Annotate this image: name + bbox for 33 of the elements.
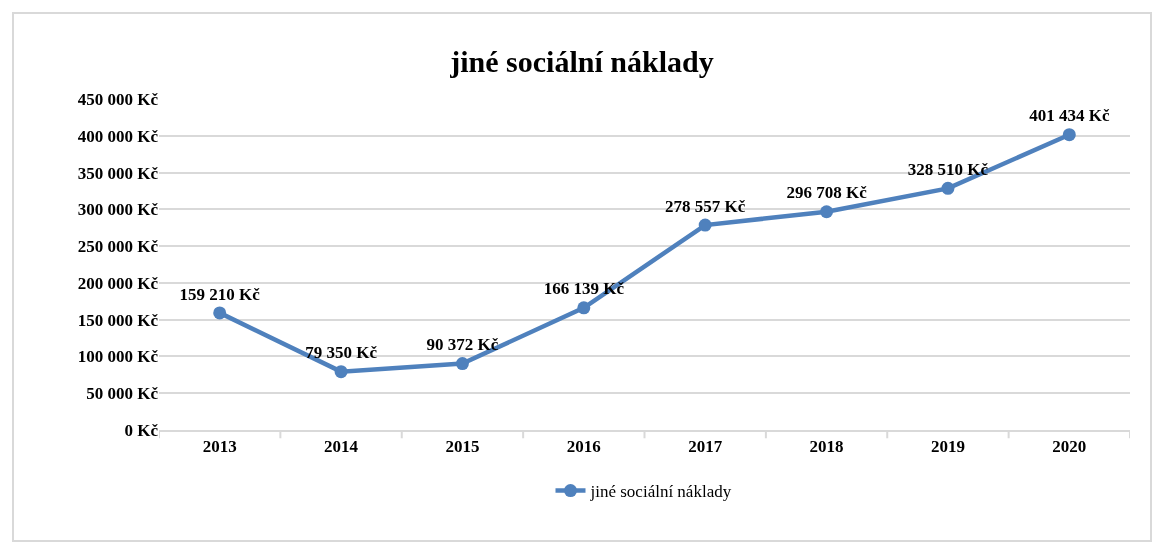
y-tick-label: 50 000 Kč [86, 384, 159, 404]
data-label: 90 372 Kč [426, 335, 499, 355]
y-tick-label: 450 000 Kč [77, 89, 159, 109]
x-tick-label: 2013 [202, 437, 237, 457]
y-tick-label: 0 Kč [124, 420, 159, 440]
y-tick-label: 100 000 Kč [77, 347, 159, 367]
y-tick-label: 250 000 Kč [77, 237, 159, 257]
point [1062, 128, 1076, 142]
data-label: 159 210 Kč [179, 284, 261, 304]
x-tick-label: 2019 [930, 437, 965, 457]
x-tick-label: 2016 [566, 437, 601, 457]
y-tick-label: 200 000 Kč [77, 273, 159, 293]
data-label: 296 708 Kč [786, 183, 868, 203]
x-tick-label: 2014 [324, 437, 359, 457]
x-tick-label: 2015 [445, 437, 480, 457]
point [334, 365, 348, 379]
x-tick-label: 2018 [809, 437, 844, 457]
y-tick-label: 150 000 Kč [77, 310, 159, 330]
data-label: 278 557 Kč [665, 196, 746, 216]
y-tick-label: 300 000 Kč [77, 200, 159, 220]
x-tick-label: 2020 [1052, 437, 1087, 457]
point [941, 181, 955, 195]
point [455, 357, 469, 371]
x-tick-label: 2017 [688, 437, 723, 457]
point [577, 301, 591, 315]
y-tick-label: 400 000 Kč [77, 126, 159, 146]
data-label: 401 434 Kč [1029, 106, 1110, 126]
y-tick-label: 350 000 Kč [77, 163, 159, 183]
legend-label: jiné sociální náklady [589, 482, 732, 502]
point [820, 205, 834, 219]
chart-title: jiné sociální náklady [449, 44, 714, 78]
point [698, 218, 712, 232]
point [213, 306, 227, 320]
